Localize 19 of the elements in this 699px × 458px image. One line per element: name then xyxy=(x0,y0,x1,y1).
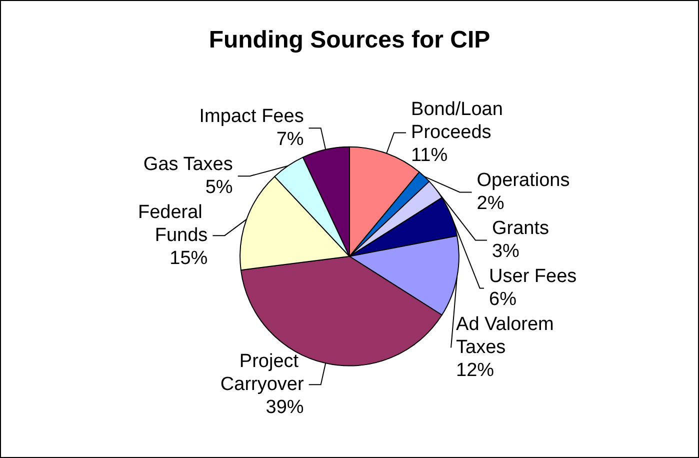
slice-label: Operations xyxy=(476,170,570,192)
slice-label: Ad Valorem Taxes xyxy=(456,314,560,358)
slice-label: Grants xyxy=(492,218,550,240)
data-label: 3% xyxy=(492,241,520,262)
slice-label: User Fees xyxy=(489,266,577,288)
data-label: 6% xyxy=(489,289,517,310)
data-label: 12% xyxy=(456,360,494,382)
chart-title: Funding Sources for CIP xyxy=(208,26,490,54)
slice-label: Project Carryover xyxy=(220,351,304,396)
data-label: 5% xyxy=(205,177,233,198)
data-label: 15% xyxy=(170,248,208,270)
data-label: 2% xyxy=(476,193,504,214)
slice-label: Federal Funds xyxy=(138,202,208,246)
data-label: 11% xyxy=(411,145,448,166)
slice-label: Gas Taxes xyxy=(143,154,233,176)
data-label: 39% xyxy=(266,397,304,418)
data-label: 7% xyxy=(276,129,304,150)
slice-label: Impact Fees xyxy=(199,106,304,128)
slice-label: Bond/Loan Proceeds xyxy=(411,99,508,144)
